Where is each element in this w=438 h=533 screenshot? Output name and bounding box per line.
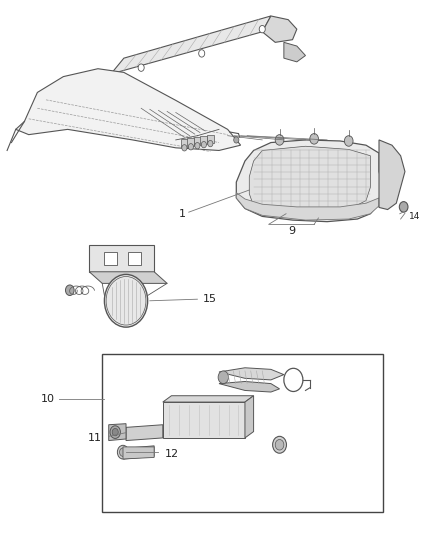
Polygon shape — [124, 446, 154, 459]
Circle shape — [234, 137, 239, 143]
Polygon shape — [128, 252, 141, 265]
Polygon shape — [89, 245, 154, 272]
Polygon shape — [103, 252, 117, 265]
Circle shape — [201, 141, 206, 148]
Circle shape — [310, 134, 318, 144]
Circle shape — [272, 437, 286, 453]
Text: 11: 11 — [88, 433, 102, 443]
Polygon shape — [194, 137, 201, 144]
Circle shape — [275, 440, 284, 450]
Text: 1: 1 — [179, 209, 186, 219]
Polygon shape — [163, 402, 245, 438]
Circle shape — [275, 135, 284, 145]
Text: 14: 14 — [409, 213, 420, 221]
Polygon shape — [126, 425, 163, 441]
Polygon shape — [262, 16, 297, 42]
Polygon shape — [219, 368, 284, 380]
Polygon shape — [123, 447, 154, 459]
Circle shape — [112, 429, 118, 436]
Polygon shape — [16, 69, 240, 150]
Text: 9: 9 — [288, 225, 295, 236]
Polygon shape — [111, 16, 271, 74]
FancyBboxPatch shape — [102, 353, 383, 512]
Circle shape — [110, 426, 120, 439]
Polygon shape — [379, 140, 405, 209]
Polygon shape — [236, 140, 383, 222]
Polygon shape — [245, 395, 254, 438]
Polygon shape — [219, 382, 279, 392]
Polygon shape — [207, 135, 214, 142]
Circle shape — [120, 448, 127, 456]
Circle shape — [117, 445, 129, 459]
Circle shape — [399, 201, 408, 212]
Polygon shape — [163, 395, 254, 402]
Circle shape — [208, 140, 213, 147]
Polygon shape — [187, 138, 194, 146]
Circle shape — [344, 136, 353, 146]
Circle shape — [195, 142, 200, 149]
Polygon shape — [89, 272, 167, 284]
Text: 12: 12 — [165, 449, 179, 459]
Polygon shape — [201, 136, 207, 143]
Circle shape — [182, 144, 187, 151]
Circle shape — [104, 274, 148, 327]
Circle shape — [188, 143, 194, 150]
Polygon shape — [236, 192, 379, 220]
Circle shape — [66, 285, 74, 295]
Polygon shape — [109, 424, 126, 441]
Circle shape — [199, 50, 205, 57]
Circle shape — [218, 371, 229, 384]
Text: 15: 15 — [202, 294, 216, 304]
Polygon shape — [284, 42, 305, 62]
Polygon shape — [181, 139, 188, 147]
Circle shape — [259, 26, 265, 33]
Circle shape — [138, 64, 144, 71]
Polygon shape — [249, 146, 371, 214]
Text: 10: 10 — [41, 394, 55, 405]
